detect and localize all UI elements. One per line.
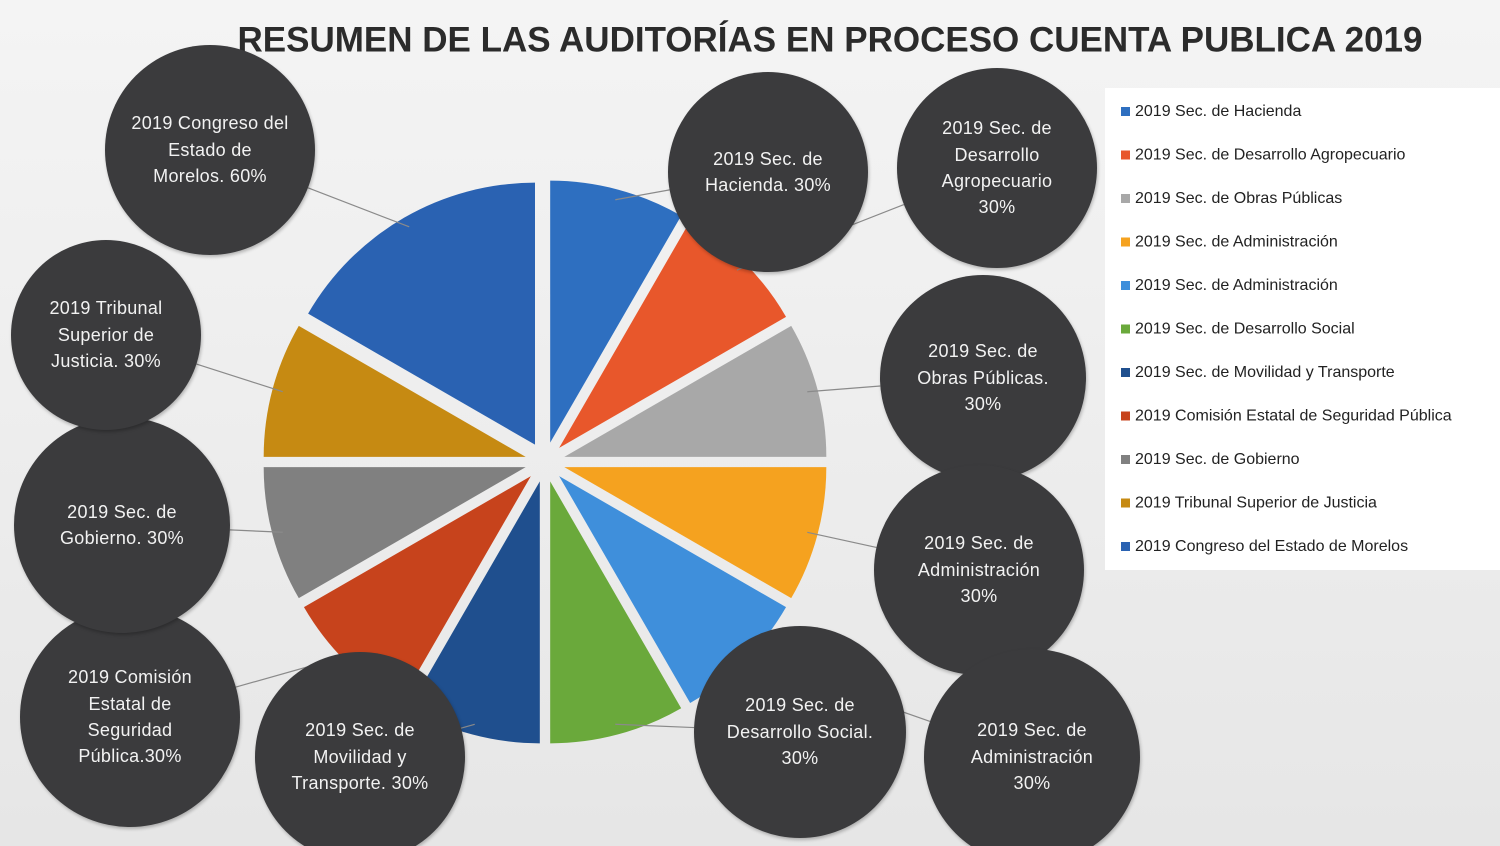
pie-slice xyxy=(550,481,682,744)
pie-slice xyxy=(408,481,540,744)
legend-label: 2019 Sec. de Administración xyxy=(1135,277,1338,294)
leader-line xyxy=(460,723,475,729)
legend-label: 2019 Sec. de Obras Públicas xyxy=(1135,190,1342,207)
leader-line xyxy=(615,189,670,201)
data-label: 2019 Sec. de Movilidad y Transporte. 30% xyxy=(255,652,465,846)
legend-swatch xyxy=(1121,194,1130,203)
legend-label: 2019 Sec. de Administración xyxy=(1135,234,1338,251)
pie-slice xyxy=(263,325,526,457)
pie-slice xyxy=(308,182,535,445)
data-label: 2019 Sec. de Administración 30% xyxy=(924,649,1140,846)
legend-label: 2019 Sec. de Desarrollo Agropecuario xyxy=(1135,147,1405,164)
data-label: 2019 Sec. de Gobierno. 30% xyxy=(14,417,230,633)
legend-swatch xyxy=(1121,107,1130,116)
leader-line xyxy=(807,385,881,393)
legend-label: 2019 Sec. de Hacienda xyxy=(1135,103,1301,120)
legend-label: 2019 Congreso del Estado de Morelos xyxy=(1135,538,1408,555)
legend-swatch xyxy=(1121,368,1130,377)
pie-slice xyxy=(550,180,682,443)
legend-swatch xyxy=(1121,455,1130,464)
legend-label: 2019 Comisión Estatal de Seguridad Públi… xyxy=(1135,408,1452,425)
pie-slice xyxy=(564,325,827,457)
pie-slice xyxy=(303,476,531,704)
chart-title: RESUMEN DE LAS AUDITORÍAS EN PROCESO CUE… xyxy=(238,19,1423,59)
data-label: 2019 Sec. de Obras Públicas. 30% xyxy=(880,275,1086,481)
data-label: 2019 Congreso del Estado de Morelos. 60% xyxy=(105,45,315,255)
legend-swatch xyxy=(1121,237,1130,247)
data-label: 2019 Sec. de Administración 30% xyxy=(874,465,1084,675)
legend-label: 2019 Sec. de Gobierno xyxy=(1135,451,1300,468)
pie-slice xyxy=(263,467,526,599)
leader-line xyxy=(807,531,877,549)
legend-swatch xyxy=(1121,498,1130,508)
legend-label: 2019 Sec. de Movilidad y Transporte xyxy=(1135,364,1395,381)
pie-slice xyxy=(559,220,787,448)
data-label: 2019 Sec. de Desarrollo Social. 30% xyxy=(694,626,906,838)
legend-box xyxy=(1105,88,1500,570)
pie-slice xyxy=(559,476,787,704)
legend-swatch xyxy=(1121,542,1130,551)
legend-swatch xyxy=(1121,281,1130,290)
leader-line xyxy=(307,187,410,228)
legend-swatch xyxy=(1121,411,1130,421)
data-label: 2019 Comisión Estatal de Seguridad Públi… xyxy=(20,607,240,827)
legend-label: 2019 Sec. de Desarrollo Social xyxy=(1135,321,1355,338)
legend-swatch xyxy=(1121,150,1130,160)
pie-slice xyxy=(564,467,827,599)
data-label: 2019 Sec. de Desarrollo Agropecuario 30% xyxy=(897,68,1097,268)
leader-line xyxy=(229,529,283,533)
leader-line xyxy=(196,363,283,393)
legend-label: 2019 Tribunal Superior de Justicia xyxy=(1135,495,1377,512)
legend-swatch xyxy=(1121,324,1130,334)
data-label: 2019 Sec. de Hacienda. 30% xyxy=(668,72,868,272)
data-label: 2019 Tribunal Superior de Justicia. 30% xyxy=(11,240,201,430)
leader-line xyxy=(615,723,695,729)
